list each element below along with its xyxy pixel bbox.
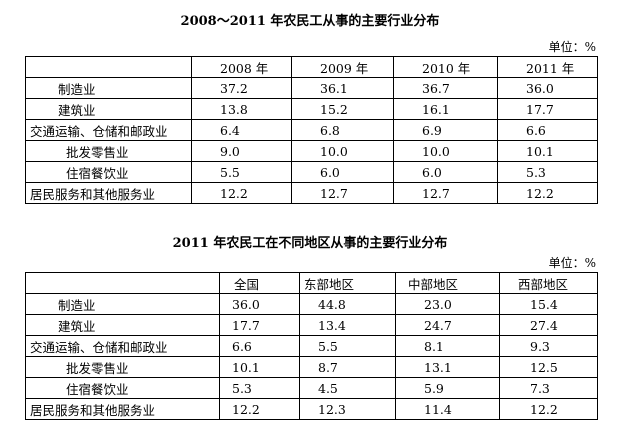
table1-corner-cell xyxy=(25,56,192,78)
table-cell: 15.4 xyxy=(499,293,598,315)
table-cell: 10.0 xyxy=(291,140,394,162)
table-cell: 15.2 xyxy=(291,98,394,120)
table1-unit: 单位：% xyxy=(548,40,596,54)
table-cell: 5.3 xyxy=(219,377,300,399)
table-cell: 27.4 xyxy=(499,314,598,336)
table-cell: 9.0 xyxy=(191,140,292,162)
table2-col-header: 西部地区 xyxy=(499,272,598,294)
table-cell: 6.6 xyxy=(219,335,300,357)
table-row: 批发零售业 10.1 8.7 13.1 12.5 xyxy=(25,356,598,378)
table-cell: 36.0 xyxy=(219,293,300,315)
table-cell: 6.0 xyxy=(393,161,498,183)
table-cell: 13.4 xyxy=(299,314,396,336)
table-cell: 6.0 xyxy=(291,161,394,183)
table2: 全国 东部地区 中部地区 西部地区 制造业 36.0 44.8 23.0 15.… xyxy=(25,272,598,420)
table-cell: 5.5 xyxy=(299,335,396,357)
row-label: 制造业 xyxy=(25,77,192,99)
table-cell: 12.3 xyxy=(299,398,396,420)
table-row: 交通运输、仓储和邮政业 6.4 6.8 6.9 6.6 xyxy=(25,119,598,141)
table-cell: 10.1 xyxy=(497,140,598,162)
table-row: 住宿餐饮业 5.5 6.0 6.0 5.3 xyxy=(25,161,598,183)
table-cell: 11.4 xyxy=(395,398,500,420)
table-row: 交通运输、仓储和邮政业 6.6 5.5 8.1 9.3 xyxy=(25,335,598,357)
table2-unit: 单位：% xyxy=(548,256,596,270)
table-cell: 12.7 xyxy=(291,182,394,204)
table-cell: 6.6 xyxy=(497,119,598,141)
table-cell: 36.7 xyxy=(393,77,498,99)
row-label: 居民服务和其他服务业 xyxy=(25,182,192,204)
table-cell: 36.0 xyxy=(497,77,598,99)
table1-header-row: 2008 年 2009 年 2010 年 2011 年 xyxy=(25,56,598,78)
table-row: 建筑业 13.8 15.2 16.1 17.7 xyxy=(25,98,598,120)
row-label: 交通运输、仓储和邮政业 xyxy=(25,119,192,141)
table-cell: 17.7 xyxy=(497,98,598,120)
table-cell: 12.2 xyxy=(497,182,598,204)
table-cell: 5.3 xyxy=(497,161,598,183)
table2-corner-cell xyxy=(25,272,220,294)
table2-header-row: 全国 东部地区 中部地区 西部地区 xyxy=(25,272,598,294)
table-row: 制造业 37.2 36.1 36.7 36.0 xyxy=(25,77,598,99)
table-row: 居民服务和其他服务业 12.2 12.7 12.7 12.2 xyxy=(25,182,598,204)
table-cell: 44.8 xyxy=(299,293,396,315)
row-label: 住宿餐饮业 xyxy=(25,161,192,183)
row-label: 居民服务和其他服务业 xyxy=(25,398,220,420)
table2-col-header: 全国 xyxy=(219,272,300,294)
table-row: 居民服务和其他服务业 12.2 12.3 11.4 12.2 xyxy=(25,398,598,420)
table1-col-header: 2009 年 xyxy=(291,56,394,78)
table1: 2008 年 2009 年 2010 年 2011 年 制造业 37.2 36.… xyxy=(25,56,598,204)
row-label: 批发零售业 xyxy=(25,140,192,162)
table-cell: 12.2 xyxy=(191,182,292,204)
table-cell: 12.2 xyxy=(219,398,300,420)
row-label: 建筑业 xyxy=(25,314,220,336)
table-row: 住宿餐饮业 5.3 4.5 5.9 7.3 xyxy=(25,377,598,399)
table-cell: 6.4 xyxy=(191,119,292,141)
table-row: 批发零售业 9.0 10.0 10.0 10.1 xyxy=(25,140,598,162)
row-label: 交通运输、仓储和邮政业 xyxy=(25,335,220,357)
table-cell: 12.5 xyxy=(499,356,598,378)
table-cell: 16.1 xyxy=(393,98,498,120)
table-cell: 10.1 xyxy=(219,356,300,378)
row-label: 制造业 xyxy=(25,293,220,315)
table-cell: 9.3 xyxy=(499,335,598,357)
row-label: 建筑业 xyxy=(25,98,192,120)
table-cell: 13.8 xyxy=(191,98,292,120)
table-cell: 6.9 xyxy=(393,119,498,141)
table2-col-header: 东部地区 xyxy=(299,272,396,294)
table-cell: 5.5 xyxy=(191,161,292,183)
table-cell: 17.7 xyxy=(219,314,300,336)
table-cell: 5.9 xyxy=(395,377,500,399)
row-label: 批发零售业 xyxy=(25,356,220,378)
table-cell: 23.0 xyxy=(395,293,500,315)
table1-col-header: 2008 年 xyxy=(191,56,292,78)
table-cell: 10.0 xyxy=(393,140,498,162)
table-cell: 6.8 xyxy=(291,119,394,141)
row-label: 住宿餐饮业 xyxy=(25,377,220,399)
table1-title: 2008～2011 年农民工从事的主要行业分布 xyxy=(180,14,440,29)
table-cell: 7.3 xyxy=(499,377,598,399)
table1-col-header: 2010 年 xyxy=(393,56,498,78)
table-row: 建筑业 17.7 13.4 24.7 27.4 xyxy=(25,314,598,336)
table-cell: 4.5 xyxy=(299,377,396,399)
table-cell: 24.7 xyxy=(395,314,500,336)
table-cell: 36.1 xyxy=(291,77,394,99)
table1-col-header: 2011 年 xyxy=(497,56,598,78)
table2-title: 2011 年农民工在不同地区从事的主要行业分布 xyxy=(172,236,448,251)
table-cell: 12.2 xyxy=(499,398,598,420)
table-cell: 8.1 xyxy=(395,335,500,357)
table-cell: 8.7 xyxy=(299,356,396,378)
table-cell: 13.1 xyxy=(395,356,500,378)
table-cell: 37.2 xyxy=(191,77,292,99)
table-row: 制造业 36.0 44.8 23.0 15.4 xyxy=(25,293,598,315)
table-cell: 12.7 xyxy=(393,182,498,204)
table2-col-header: 中部地区 xyxy=(395,272,500,294)
